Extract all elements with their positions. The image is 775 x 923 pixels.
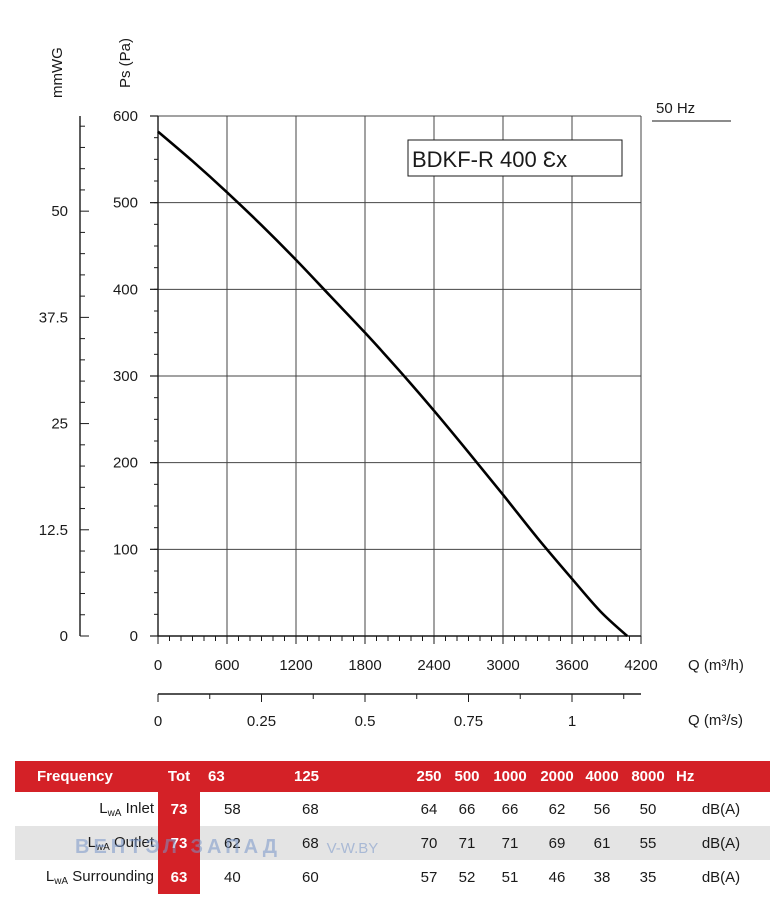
header-cell: 250 bbox=[410, 761, 448, 792]
table-row: LwA Outlet 73 62 68 70 71 71 69 61 55 dB… bbox=[15, 826, 770, 860]
x-tick-label: 3000 bbox=[486, 657, 519, 674]
table-cell: 64 bbox=[410, 792, 448, 826]
curve-group bbox=[157, 130, 629, 637]
table-cell: 50 bbox=[624, 792, 672, 826]
table-cell: 68 bbox=[278, 826, 410, 860]
x-tick-label: 0 bbox=[154, 657, 162, 674]
mmwg-tick-label: 0 bbox=[60, 628, 68, 645]
x-tick-label: 1800 bbox=[348, 657, 381, 674]
table-cell: 66 bbox=[486, 792, 534, 826]
x-tick-label: 1200 bbox=[279, 657, 312, 674]
table-cell: 70 bbox=[410, 826, 448, 860]
table-cell: 68 bbox=[278, 792, 410, 826]
m3s-tick-label: 1 bbox=[568, 713, 576, 730]
y-tick-label: 0 bbox=[130, 628, 138, 645]
m3s-tick-label: 0 bbox=[154, 713, 162, 730]
mmwg-axis-label: mmWG bbox=[49, 47, 66, 98]
table-row: LwA Inlet 73 58 68 64 66 66 62 56 50 dB(… bbox=[15, 792, 770, 826]
y-tick-label: 100 bbox=[113, 541, 138, 558]
model-box: BDKF-R 400 Ɛx bbox=[407, 139, 623, 177]
header-cell: Hz bbox=[672, 761, 770, 792]
m3s-tick-label: 0.5 bbox=[355, 713, 376, 730]
table-cell: 62 bbox=[200, 826, 278, 860]
table-cell: 71 bbox=[486, 826, 534, 860]
header-cell: 63 bbox=[200, 761, 278, 792]
table-cell: 52 bbox=[448, 860, 486, 894]
tot-cell: 73 bbox=[158, 826, 200, 860]
table-cell: 55 bbox=[624, 826, 672, 860]
header-cell: 8000 bbox=[624, 761, 672, 792]
y-tick-label: 400 bbox=[113, 281, 138, 298]
header-cell: 125 bbox=[278, 761, 410, 792]
mmwg-tick-label: 25 bbox=[51, 416, 68, 433]
x-tick-label: 4200 bbox=[624, 657, 657, 674]
y-axis-label: Ps (Pa) bbox=[117, 38, 134, 88]
x-axis-secondary-label: Q (m³/s) bbox=[688, 712, 743, 729]
mmwg-tick-label: 12.5 bbox=[39, 522, 68, 539]
header-cell: 4000 bbox=[580, 761, 624, 792]
axes: 0 600 1200 1800 2400 3000 3600 4200010020030040… bbox=[39, 108, 658, 730]
tot-cell: 63 bbox=[158, 860, 200, 894]
table-cell: 57 bbox=[410, 860, 448, 894]
table-cell: 58 bbox=[200, 792, 278, 826]
table-cell: 56 bbox=[580, 792, 624, 826]
m3s-tick-label: 0.25 bbox=[247, 713, 276, 730]
table-cell: 62 bbox=[534, 792, 580, 826]
x-tick-label: 2400 bbox=[417, 657, 450, 674]
table-cell: 38 bbox=[580, 860, 624, 894]
header-cell: 1000 bbox=[486, 761, 534, 792]
table-row: LwA Surrounding 63 40 60 57 52 51 46 38 … bbox=[15, 860, 770, 894]
x-tick-label: 3600 bbox=[555, 657, 588, 674]
row-label: LwA Outlet bbox=[15, 826, 158, 860]
mmwg-tick-label: 37.5 bbox=[39, 309, 68, 326]
mmwg-tick-label: 50 bbox=[51, 203, 68, 220]
row-label: LwA Inlet bbox=[15, 792, 158, 826]
performance-chart: 0 600 1200 1800 2400 3000 3600 4200010020030040… bbox=[39, 38, 744, 730]
header-cell: 500 bbox=[448, 761, 486, 792]
y-tick-label: 300 bbox=[113, 368, 138, 385]
y-tick-label: 500 bbox=[113, 195, 138, 212]
frequency-note: 50 Hz bbox=[656, 100, 695, 117]
tot-cell: 73 bbox=[158, 792, 200, 826]
model-title: BDKF-R 400 Ɛx bbox=[412, 147, 567, 172]
table-cell: 51 bbox=[486, 860, 534, 894]
m3s-tick-label: 0.75 bbox=[454, 713, 483, 730]
table-cell: 46 bbox=[534, 860, 580, 894]
table-cell: 61 bbox=[580, 826, 624, 860]
frequency-header: Frequency bbox=[15, 761, 158, 792]
table-cell: 35 bbox=[624, 860, 672, 894]
table-cell: 60 bbox=[278, 860, 410, 894]
header-cell: 2000 bbox=[534, 761, 580, 792]
header-cell: Tot bbox=[158, 761, 200, 792]
table-cell: 66 bbox=[448, 792, 486, 826]
row-label: LwA Surrounding bbox=[15, 860, 158, 894]
sound-power-table: Frequency Tot 63 125 250 500 1000 2000 4… bbox=[15, 761, 770, 894]
y-tick-label: 600 bbox=[113, 108, 138, 125]
unit-cell: dB(A) bbox=[672, 792, 770, 826]
table-cell: 40 bbox=[200, 860, 278, 894]
performance-curve bbox=[157, 130, 629, 637]
table-cell: 71 bbox=[448, 826, 486, 860]
unit-cell: dB(A) bbox=[672, 860, 770, 894]
table-header-row: Frequency Tot 63 125 250 500 1000 2000 4… bbox=[15, 761, 770, 792]
table-cell: 69 bbox=[534, 826, 580, 860]
x-tick-label: 600 bbox=[214, 657, 239, 674]
unit-cell: dB(A) bbox=[672, 826, 770, 860]
x-axis-label: Q (m³/h) bbox=[688, 657, 744, 674]
y-tick-label: 200 bbox=[113, 455, 138, 472]
